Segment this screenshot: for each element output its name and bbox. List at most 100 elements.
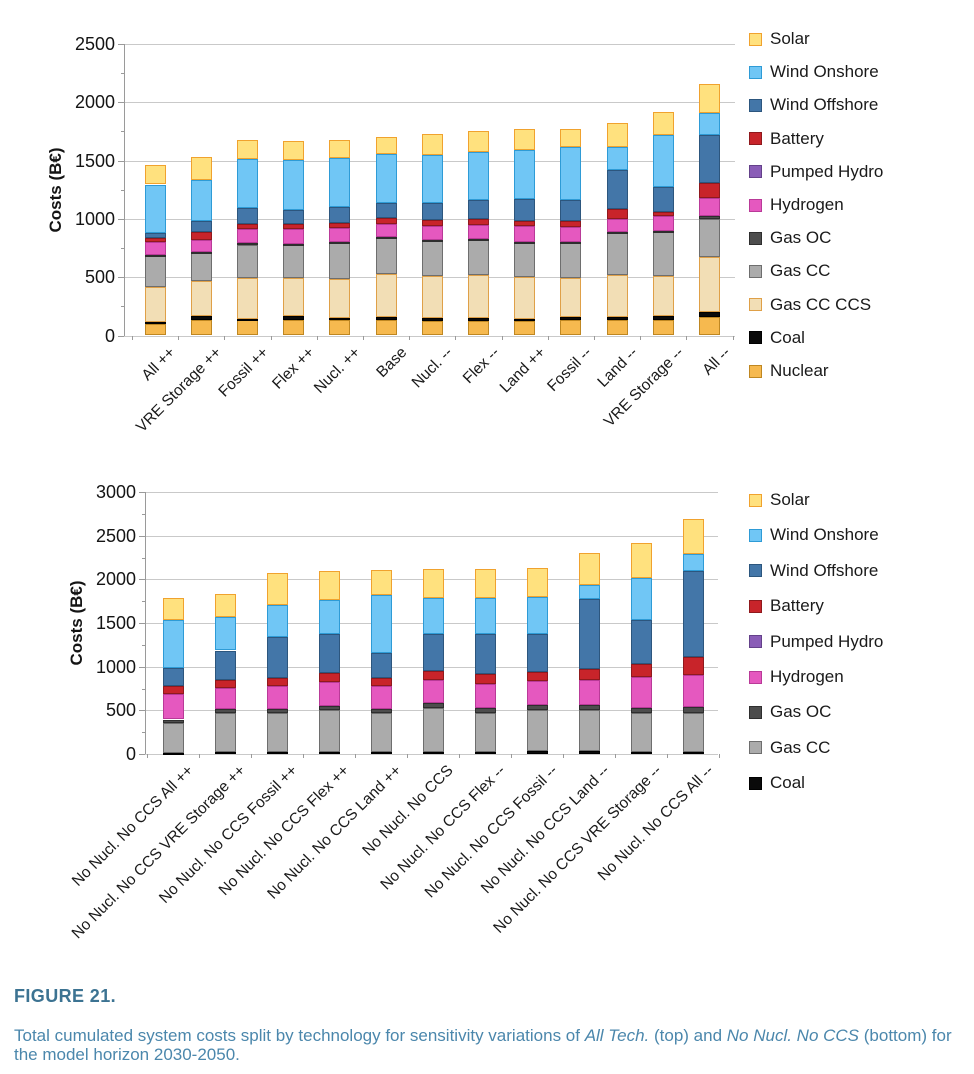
bar-segment-gas-oc — [162, 719, 184, 724]
bar-segment-wind-offshore — [375, 202, 397, 218]
legend-swatch-icon — [749, 264, 762, 278]
bar-segment-wind-offshore — [578, 599, 600, 670]
bar-segment-gas-cc — [630, 712, 652, 752]
legend-item-hydrogen: Hydrogen — [749, 667, 844, 687]
y-axis-minor-tick — [121, 131, 124, 133]
bar-segment-nuclear — [514, 320, 536, 336]
bar-segment-gas-cc — [652, 231, 674, 277]
bar-segment-gas-cc — [699, 219, 720, 258]
bar-segment-gas-oc — [421, 239, 443, 242]
bar-segment-gas-cc — [318, 709, 340, 752]
bar-segment-gas-cc-ccs — [652, 276, 674, 317]
bar-segment-coal — [214, 751, 236, 754]
bar-segment-gas-oc — [190, 251, 212, 254]
x-category-label: No Nucl. No CCS — [359, 762, 458, 860]
legend-item-gas-oc: Gas OC — [749, 228, 831, 248]
bar-segment-gas-oc — [514, 241, 536, 244]
bar-segment-coal — [266, 752, 288, 755]
bar-segment-gas-oc — [474, 707, 496, 713]
bar-segment-wind-onshore — [578, 584, 600, 600]
bar-segment-wind-offshore — [370, 653, 392, 678]
gridline — [124, 102, 735, 104]
gridline — [145, 535, 718, 537]
bar-segment-solar — [190, 157, 212, 180]
bar-segment-wind-onshore — [699, 113, 720, 135]
x-axis-tick — [132, 335, 133, 340]
bar-segment-gas-oc — [144, 255, 166, 258]
bar-segment-wind-offshore — [421, 202, 443, 221]
bar-segment-gas-cc — [578, 709, 600, 752]
x-axis-tick — [409, 335, 411, 340]
legend-label: Nuclear — [770, 361, 829, 380]
bar-segment-hydrogen — [468, 224, 489, 239]
x-category-label: All -- — [698, 343, 734, 379]
x-axis-tick — [667, 754, 668, 758]
bar-segment-coal — [318, 751, 340, 754]
bar-segment-wind-offshore — [699, 134, 720, 183]
x-axis-tick — [199, 754, 200, 758]
bar-segment-nuclear — [375, 319, 397, 336]
legend-swatch-icon — [749, 98, 762, 112]
x-axis-tick — [686, 335, 688, 340]
x-category-label: VRE Storage ++ — [133, 343, 226, 436]
bar-segment-coal — [526, 751, 548, 754]
bar-segment-hydrogen — [514, 226, 536, 242]
bar-segment-hydrogen — [699, 197, 720, 216]
x-axis-tick — [270, 335, 272, 340]
bar-segment-hydrogen — [370, 686, 392, 710]
bar-segment-coal — [375, 316, 397, 320]
bar-segment-battery — [422, 671, 444, 680]
bar-segment-gas-cc-ccs — [560, 277, 582, 317]
y-tick-label: 2000 — [95, 569, 136, 590]
bar-segment-gas-oc — [370, 709, 392, 714]
bar-segment-nuclear — [606, 319, 628, 336]
x-axis-tick — [178, 335, 180, 340]
bar-segment-solar — [606, 123, 628, 148]
legend-item-pumped-hydro: Pumped Hydro — [749, 632, 883, 652]
bar-segment-gas-cc-ccs — [329, 278, 351, 318]
bar-segment-nuclear — [421, 320, 443, 336]
bar-segment-battery — [526, 671, 548, 682]
legend-label: Gas OC — [770, 228, 832, 248]
legend-item-wind-onshore: Wind Onshore — [749, 62, 879, 82]
bar-segment-coal — [421, 318, 443, 321]
legend-label: Wind Offshore — [770, 95, 879, 115]
bar-segment-hydrogen — [214, 687, 236, 710]
bar-segment-wind-onshore — [370, 595, 392, 654]
legend-label: Battery — [770, 128, 824, 148]
x-axis-tick — [407, 754, 408, 758]
bar-segment-coal — [474, 752, 496, 755]
bar-segment-gas-oc — [652, 230, 674, 233]
legend-item-gas-cc: Gas CC — [749, 738, 830, 758]
bar-segment-hydrogen — [652, 215, 674, 231]
legend-label: Hydrogen — [770, 667, 844, 686]
x-category-label: Fossil ++ — [215, 343, 272, 400]
x-axis-tick — [547, 335, 549, 340]
bar-segment-battery — [283, 223, 305, 229]
bar-segment-battery — [214, 680, 236, 688]
x-category-label: Nucl. ++ — [311, 343, 364, 397]
legend-item-hydrogen: Hydrogen — [749, 195, 844, 215]
legend-label: Solar — [770, 29, 810, 48]
y-tick-label: 2500 — [74, 34, 115, 54]
y-axis-tick — [139, 535, 145, 537]
bar-segment-hydrogen — [329, 227, 351, 243]
bar-segment-solar — [375, 136, 397, 155]
bar-segment-gas-cc-ccs — [421, 276, 443, 318]
bar-segment-solar — [318, 571, 340, 600]
y-tick-label: 1000 — [95, 656, 136, 677]
y-axis-tick — [139, 579, 145, 581]
y-tick-label: 2000 — [74, 92, 115, 113]
bar-segment-coal — [560, 316, 582, 321]
bar-segment-battery — [474, 674, 496, 685]
bar-segment-wind-onshore — [190, 179, 212, 222]
x-axis-tick — [316, 335, 318, 340]
bar-segment-wind-offshore — [630, 620, 652, 664]
bar-segment-gas-oc — [578, 704, 600, 710]
bar-segment-coal — [682, 752, 704, 755]
bar-segment-solar — [370, 570, 392, 596]
bar-segment-gas-cc — [422, 707, 444, 753]
y-axis-tick — [139, 623, 145, 624]
bar-segment-wind-onshore — [162, 619, 184, 669]
x-category-label: Fossil -- — [543, 343, 595, 395]
